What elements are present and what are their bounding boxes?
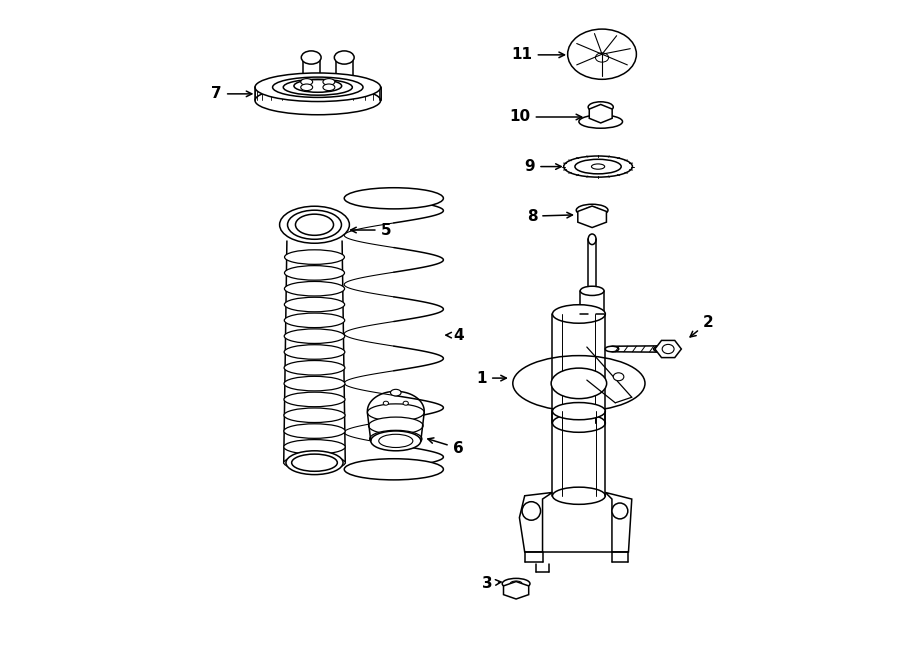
- Polygon shape: [503, 582, 528, 599]
- Ellipse shape: [255, 86, 381, 115]
- Ellipse shape: [284, 392, 345, 407]
- Ellipse shape: [662, 344, 674, 354]
- Ellipse shape: [553, 414, 606, 432]
- Text: 6: 6: [428, 438, 464, 455]
- Ellipse shape: [284, 79, 352, 95]
- Ellipse shape: [588, 234, 596, 245]
- Ellipse shape: [613, 373, 624, 381]
- Text: 10: 10: [509, 110, 581, 124]
- Ellipse shape: [563, 156, 633, 177]
- Ellipse shape: [344, 188, 444, 209]
- Ellipse shape: [383, 401, 389, 405]
- Ellipse shape: [323, 79, 335, 85]
- Ellipse shape: [284, 344, 345, 359]
- Ellipse shape: [284, 282, 345, 296]
- Text: 8: 8: [526, 209, 572, 223]
- Ellipse shape: [295, 214, 334, 235]
- Text: 3: 3: [482, 576, 501, 590]
- Polygon shape: [578, 206, 607, 227]
- Ellipse shape: [579, 115, 623, 128]
- Ellipse shape: [302, 51, 321, 64]
- Ellipse shape: [553, 305, 606, 323]
- Text: 2: 2: [690, 315, 714, 337]
- Polygon shape: [590, 104, 612, 123]
- Ellipse shape: [371, 431, 421, 451]
- Ellipse shape: [284, 266, 345, 280]
- Ellipse shape: [370, 430, 422, 447]
- Ellipse shape: [284, 455, 346, 470]
- Ellipse shape: [553, 403, 606, 420]
- Text: 11: 11: [511, 48, 564, 62]
- Polygon shape: [606, 492, 632, 552]
- Ellipse shape: [588, 102, 613, 112]
- Ellipse shape: [284, 329, 345, 344]
- Ellipse shape: [301, 84, 312, 91]
- Ellipse shape: [292, 454, 338, 471]
- Text: 9: 9: [525, 159, 562, 174]
- Ellipse shape: [280, 206, 349, 243]
- Ellipse shape: [284, 424, 345, 438]
- Ellipse shape: [284, 313, 345, 328]
- Ellipse shape: [284, 250, 345, 264]
- Ellipse shape: [596, 107, 606, 114]
- Text: 4: 4: [446, 328, 464, 342]
- Ellipse shape: [403, 401, 409, 405]
- Ellipse shape: [568, 29, 636, 79]
- Ellipse shape: [323, 84, 335, 91]
- Ellipse shape: [286, 451, 343, 475]
- Ellipse shape: [301, 79, 312, 85]
- Ellipse shape: [284, 297, 345, 312]
- Ellipse shape: [591, 164, 605, 169]
- Ellipse shape: [284, 440, 346, 454]
- Ellipse shape: [294, 79, 342, 93]
- Ellipse shape: [379, 434, 413, 447]
- Ellipse shape: [522, 502, 541, 520]
- Ellipse shape: [580, 286, 604, 295]
- Text: 7: 7: [212, 87, 252, 101]
- Ellipse shape: [576, 204, 608, 216]
- Ellipse shape: [551, 368, 607, 399]
- Ellipse shape: [391, 389, 401, 396]
- Ellipse shape: [284, 376, 345, 391]
- Polygon shape: [655, 340, 681, 358]
- Ellipse shape: [334, 51, 355, 64]
- Ellipse shape: [612, 503, 628, 519]
- Ellipse shape: [605, 346, 618, 352]
- Ellipse shape: [368, 417, 423, 434]
- Ellipse shape: [510, 581, 522, 586]
- Ellipse shape: [287, 210, 341, 239]
- Ellipse shape: [513, 356, 645, 411]
- Text: 1: 1: [476, 371, 507, 385]
- Ellipse shape: [284, 408, 345, 422]
- Ellipse shape: [367, 404, 424, 421]
- Polygon shape: [519, 492, 553, 552]
- Ellipse shape: [586, 207, 598, 214]
- Ellipse shape: [255, 73, 381, 102]
- Ellipse shape: [502, 578, 530, 589]
- Ellipse shape: [553, 487, 606, 504]
- Ellipse shape: [284, 360, 345, 375]
- Ellipse shape: [273, 77, 363, 97]
- Text: 5: 5: [351, 223, 392, 237]
- Ellipse shape: [653, 346, 670, 352]
- Ellipse shape: [344, 459, 444, 480]
